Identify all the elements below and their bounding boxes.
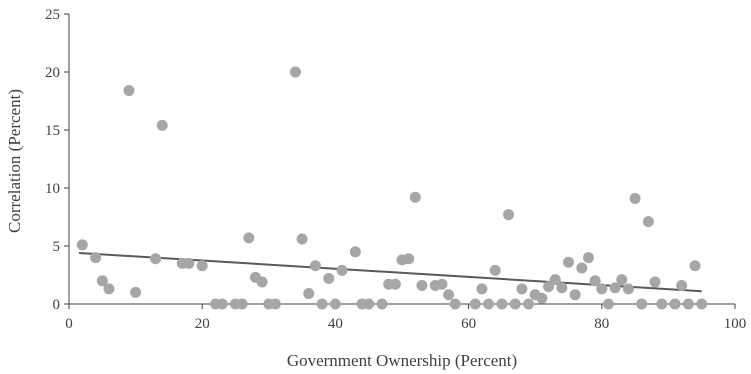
x-tick-label: 100 [724,316,747,332]
axes [64,13,736,309]
data-point [682,298,694,310]
y-tick-label: 0 [53,297,61,313]
data-point [622,283,634,295]
data-point [576,262,588,274]
x-tick-label: 20 [195,316,210,332]
data-point [509,298,521,310]
data-point [536,292,548,304]
data-point [449,298,461,310]
data-point [389,278,401,290]
x-tick-labels: 0 20 40 60 80 100 [65,316,746,332]
x-tick-label: 0 [65,316,73,332]
data-point [376,298,388,310]
data-point [309,260,321,272]
data-point [296,233,308,245]
data-point [469,298,481,310]
y-tick-label: 25 [45,7,60,23]
data-point [436,278,448,290]
y-axis-title: Correlation (Percent) [5,89,24,233]
data-point [516,283,528,295]
data-point [496,298,508,310]
data-point [523,298,535,310]
data-point [403,253,415,265]
data-point [476,283,488,295]
data-point [236,298,248,310]
data-point [443,289,455,301]
data-point [642,216,654,228]
data-point [696,298,708,310]
data-point [103,283,115,295]
data-point [336,264,348,276]
data-point [669,298,681,310]
data-point [150,253,162,265]
data-point [416,279,428,291]
data-point [289,66,301,78]
x-tick-label: 80 [594,316,609,332]
data-point [569,289,581,301]
data-point [76,239,88,251]
data-point [489,264,501,276]
data-point [503,209,515,221]
data-point [556,282,568,294]
data-point [303,288,315,300]
y-tick-label: 15 [45,123,60,139]
data-point [563,256,574,268]
y-tick-label: 20 [45,65,60,81]
data-point [183,257,195,269]
data-point [409,191,421,203]
data-point [316,298,328,310]
x-tick-label: 60 [461,316,476,332]
data-point [130,286,142,298]
data-point [196,260,208,272]
data-point [543,281,555,293]
data-point [649,276,661,288]
points-layer [76,66,708,310]
data-point [582,252,594,264]
data-point [483,298,495,310]
data-point [602,298,614,310]
x-tick-label: 40 [328,316,343,332]
y-tick-label: 5 [53,239,61,255]
data-point [656,298,668,310]
data-point [636,298,648,310]
data-point [323,272,335,284]
data-point [596,283,608,295]
data-point [363,298,375,310]
data-point [90,252,102,264]
data-point [349,246,361,258]
data-point [629,192,641,204]
data-point [123,85,135,97]
data-point [589,275,601,287]
data-point [549,274,561,286]
data-point [96,275,108,287]
data-point [616,274,628,286]
data-point [256,276,268,288]
data-point [676,279,688,291]
data-point [689,260,701,272]
x-axis-title: Government Ownership (Percent) [287,351,517,370]
y-tick-label: 10 [45,181,60,197]
y-tick-labels: 0 5 10 15 20 25 [45,7,60,313]
data-point [609,282,621,294]
data-point [329,298,341,310]
data-point [156,119,168,131]
data-point [243,232,255,244]
data-point [269,298,281,310]
data-point [216,298,228,310]
